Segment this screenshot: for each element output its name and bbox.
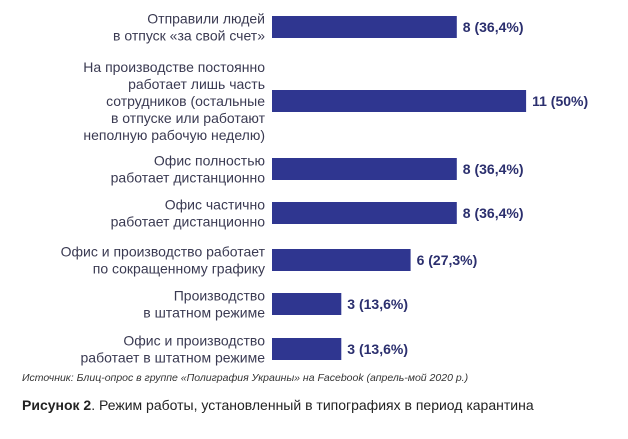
figure-caption-text: . Режим работы, установленный в типограф… [91, 397, 534, 413]
bar [272, 16, 457, 38]
category-label-line: в штатном режиме [143, 305, 265, 321]
bar [272, 202, 457, 224]
category-label-line: в отпуске или работают [111, 110, 266, 126]
category-label-line: Офис и производство [123, 333, 265, 349]
category-label-line: по сокращенному графику [93, 261, 265, 277]
bar [272, 90, 527, 112]
data-label: 6 (27,3%) [417, 252, 478, 268]
data-label: 11 (50%) [532, 93, 588, 109]
bar [272, 158, 457, 180]
category-label-line: Офис и производство работает [61, 244, 266, 260]
category-label: Производство в штатном режиме [143, 288, 265, 321]
figure-caption: Рисунок 2. Режим работы, установленный в… [22, 396, 542, 414]
data-label: 8 (36,4%) [463, 161, 524, 177]
data-label: 8 (36,4%) [463, 205, 524, 221]
category-label-line: работает дистанционно [111, 214, 266, 230]
category-label-line: Офис частично [165, 197, 265, 213]
data-label: 3 (13,6%) [347, 341, 408, 357]
category-label: Офис и производство работает в штатном ре… [81, 333, 266, 366]
category-label-line: работает лишь часть [128, 76, 265, 92]
category-label: Отправили людей в отпуск «за свой счет» [113, 11, 265, 44]
bar-chart: 8 (36,4%) Отправили людей в отпуск «за сво… [61, 11, 589, 366]
category-label-line: работает дистанционно [111, 170, 266, 186]
figure-caption-label: Рисунок 2 [22, 397, 92, 413]
category-label-line: Офис полностью [154, 153, 265, 169]
source-note: Источник: Блиц-опрос в группе «Полиграфи… [22, 372, 469, 384]
bar [272, 249, 411, 271]
data-label: 8 (36,4%) [463, 19, 524, 35]
category-label-line: в отпуск «за свой счет» [113, 28, 265, 44]
bar [272, 338, 342, 360]
category-label-line: Производство [174, 288, 265, 304]
category-label: На производстве постоянно работает лишь ч… [83, 59, 265, 143]
data-label: 3 (13,6%) [347, 296, 408, 312]
category-label: Офис частично работает дистанционно [111, 197, 266, 230]
bar [272, 293, 342, 315]
category-label-line: сотрудников (остальные [106, 93, 265, 109]
category-label: Офис полностью работает дистанционно [111, 153, 266, 186]
category-label-line: На производстве постоянно [83, 59, 265, 75]
category-label-line: работает в штатном режиме [81, 350, 266, 366]
category-label-line: неполную рабочую неделю) [83, 127, 265, 143]
category-label: Офис и производство работает по сокращенн… [61, 244, 266, 277]
category-label-line: Отправили людей [147, 11, 265, 27]
